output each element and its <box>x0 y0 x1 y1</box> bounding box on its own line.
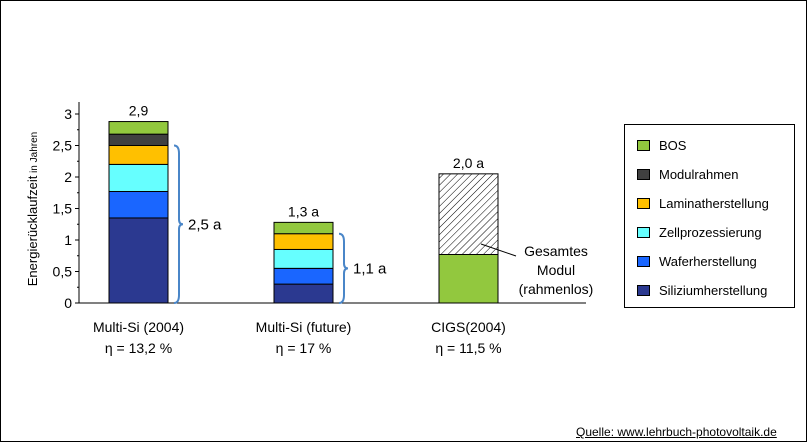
legend-swatch-siliziumherstellung <box>637 284 650 296</box>
y-tick-label: 2 <box>64 169 72 185</box>
source-link[interactable]: Quelle: www.lehrbuch-photovoltaik.de <box>576 425 777 439</box>
legend-label-siliziumherstellung: Siliziumherstellung <box>659 282 768 298</box>
legend: BOS Modulrahmen Laminatherstellung Zellp… <box>624 124 795 308</box>
legend-item-waferherstellung: Waferherstellung <box>637 253 757 269</box>
bar-total-label: 1,3 a <box>288 203 319 219</box>
legend-label-waferherstellung: Waferherstellung <box>659 253 757 269</box>
chart-canvas: 0 0,5 1 1,5 2 2,5 3 Energierücklaufzeit in Jahr… <box>25 102 594 356</box>
brace-label: 1,1 a <box>353 260 387 277</box>
y-tick-label: 1,5 <box>53 201 73 217</box>
bar-segment <box>273 233 334 250</box>
x-category-label: Multi-Si (2004) <box>93 319 184 335</box>
annotation-pointer <box>480 243 517 257</box>
y-tick-label: 3 <box>64 106 72 122</box>
legend-swatch-modulrahmen <box>637 168 650 180</box>
bar-segment <box>438 173 499 255</box>
annotation-text: Gesamtes <box>524 243 588 259</box>
legend-item-laminatherstellung: Laminatherstellung <box>637 195 769 211</box>
bar-segment <box>108 163 169 192</box>
bar-segment <box>273 267 334 285</box>
y-tick-label: 1 <box>64 232 72 248</box>
legend-swatch-waferherstellung <box>637 255 650 267</box>
annotation-text: (rahmenlos) <box>519 281 594 297</box>
bar-segment <box>273 221 334 235</box>
bar-segment <box>108 190 169 219</box>
legend-label-laminatherstellung: Laminatherstellung <box>659 195 769 211</box>
legend-swatch-zellprozessierung <box>637 226 650 238</box>
bar-segment <box>108 217 169 304</box>
y-tick-label: 2,5 <box>53 138 73 154</box>
bar-total-label: 2,0 a <box>453 155 484 171</box>
bar-segment <box>108 121 169 135</box>
bar-segment <box>273 283 334 304</box>
bar-total-label: 2,9 <box>129 103 149 119</box>
legend-label-bos: BOS <box>659 137 687 153</box>
annotation-text: Modul <box>537 262 575 278</box>
y-tick-label: 0,5 <box>53 264 73 280</box>
legend-item-bos: BOS <box>637 137 686 153</box>
bar-segment <box>108 145 169 165</box>
x-efficiency-label: η = 11,5 % <box>435 340 501 356</box>
legend-item-zellprozessierung: Zellprozessierung <box>637 224 762 240</box>
bar-segment <box>108 133 169 147</box>
legend-item-modulrahmen: Modulrahmen <box>637 166 739 182</box>
bar-segment <box>273 248 334 269</box>
legend-item-siliziumherstellung: Siliziumherstellung <box>637 282 767 298</box>
brace <box>173 144 184 304</box>
brace <box>338 232 349 304</box>
legend-swatch-laminatherstellung <box>637 197 650 209</box>
x-category-label: CIGS(2004) <box>431 319 506 335</box>
x-category-label: Multi-Si (future) <box>256 319 352 335</box>
bar-segment <box>438 253 499 304</box>
legend-label-modulrahmen: Modulrahmen <box>659 166 739 182</box>
y-tick-label: 0 <box>64 295 72 311</box>
x-efficiency-label: η = 17 % <box>276 340 332 356</box>
x-efficiency-label: η = 13,2 % <box>105 340 172 356</box>
legend-label-zellprozessierung: Zellprozessierung <box>659 224 762 240</box>
legend-swatch-bos <box>637 139 650 151</box>
y-axis-label: Energierücklaufzeit in Jahren <box>25 132 40 286</box>
brace-label: 2,5 a <box>188 216 222 233</box>
